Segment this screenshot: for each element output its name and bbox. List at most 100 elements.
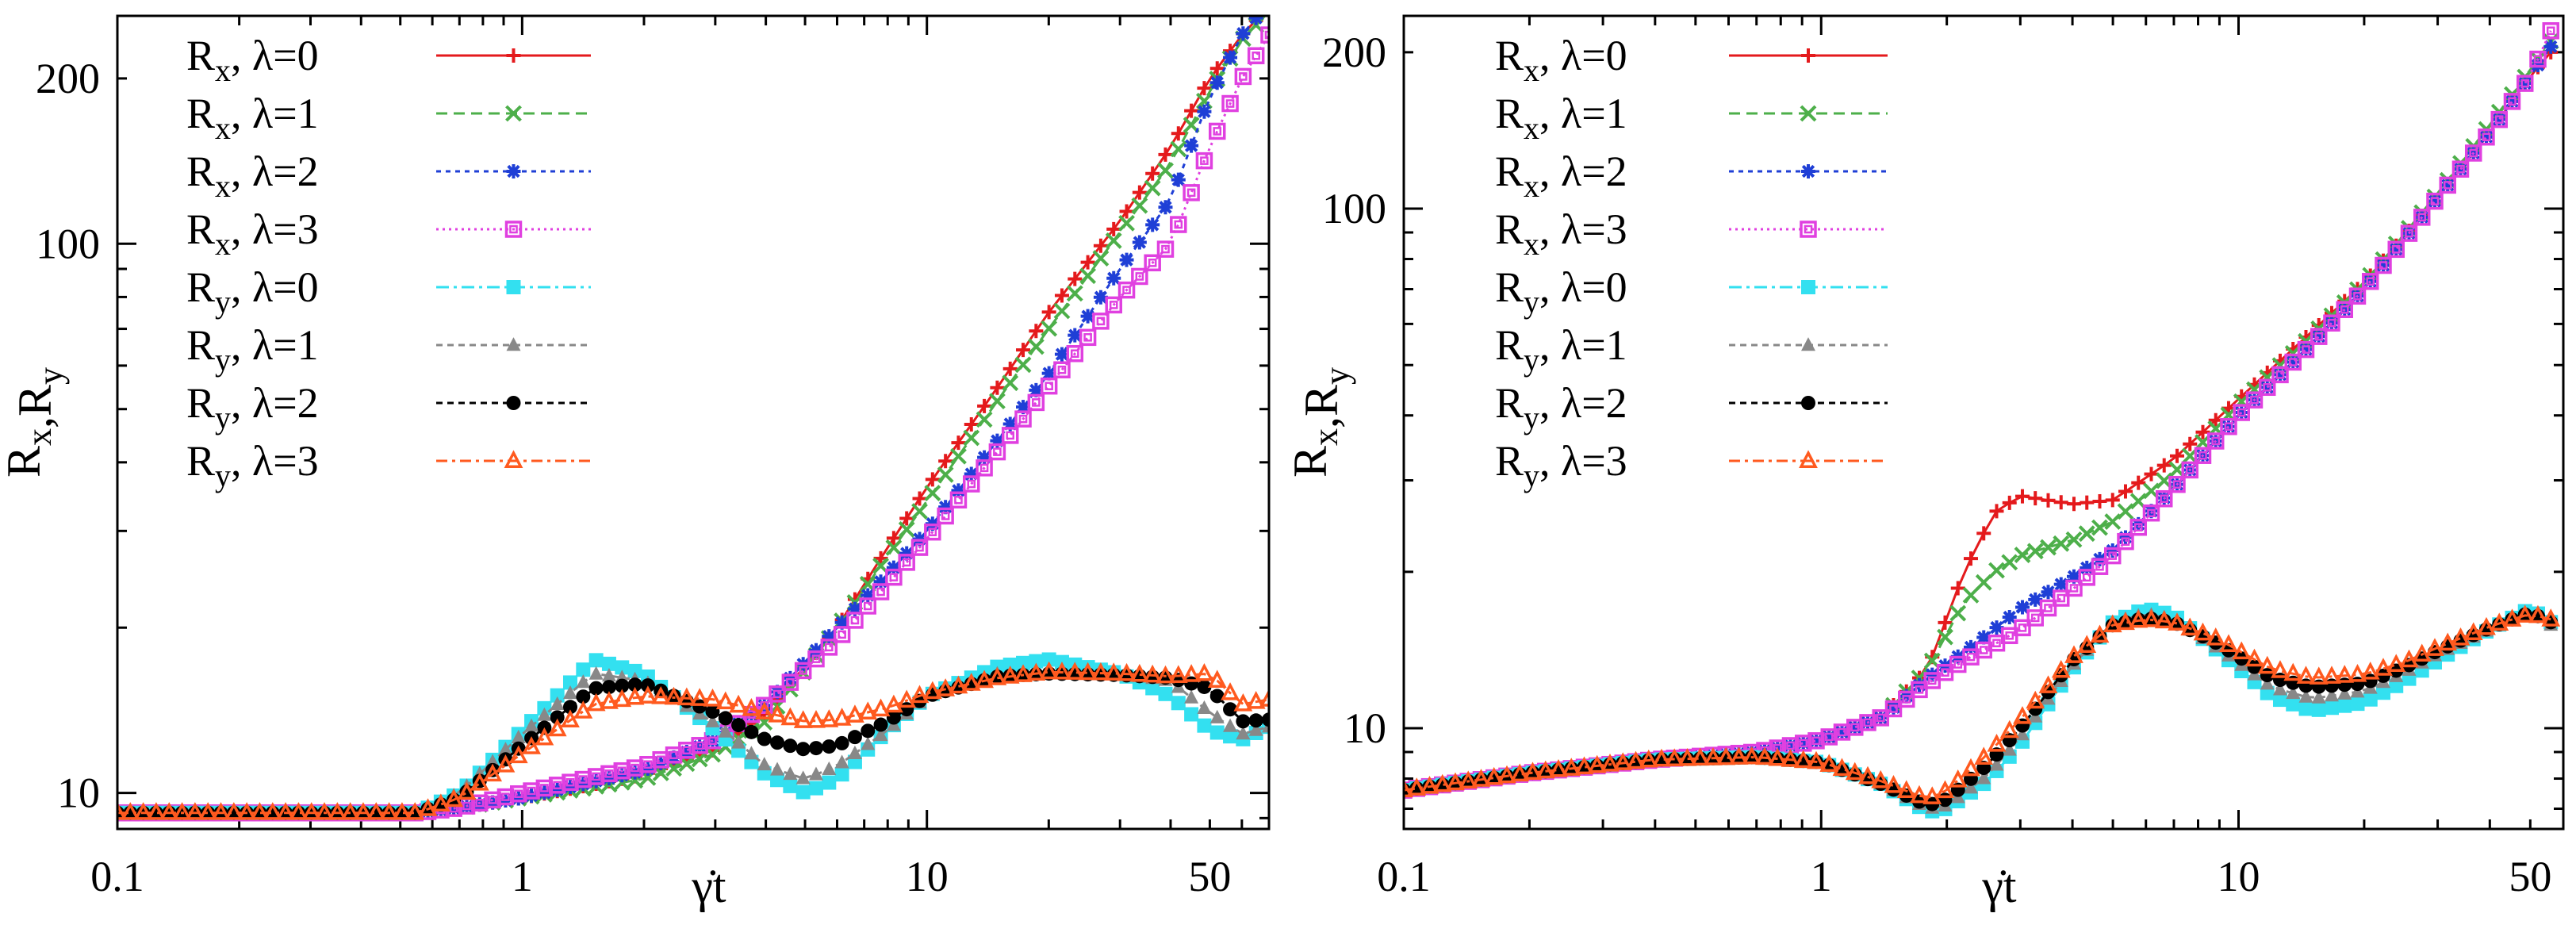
data-point <box>2026 690 2045 709</box>
data-point <box>2040 539 2057 556</box>
data-point <box>2091 519 2108 536</box>
data-point-inner <box>682 746 692 755</box>
series-8 <box>117 661 1269 820</box>
data-point-inner <box>669 750 678 760</box>
data-point <box>819 709 839 727</box>
data-point <box>550 696 565 710</box>
data-point <box>1886 700 1901 715</box>
data-point <box>2233 404 2250 421</box>
data-point <box>1236 26 1251 41</box>
data-point-inner <box>2018 623 2027 632</box>
data-point <box>172 802 192 820</box>
data-point <box>963 475 980 493</box>
data-point <box>834 767 849 782</box>
x-ticks <box>116 16 1271 829</box>
data-point <box>2438 632 2458 651</box>
data-point <box>588 681 604 696</box>
legend-marker <box>504 450 523 468</box>
data-point <box>250 802 270 820</box>
data-point <box>1807 750 1826 769</box>
data-point <box>1195 152 1213 170</box>
data-point <box>537 707 552 721</box>
data-point <box>795 785 811 800</box>
data-point <box>951 483 966 498</box>
data-point <box>1209 61 1225 76</box>
data-point <box>627 663 642 678</box>
data-point <box>1884 700 1903 718</box>
data-point <box>2118 484 2133 499</box>
data-point <box>861 588 876 603</box>
data-point <box>1459 770 1478 788</box>
data-point <box>793 710 813 728</box>
data-point <box>1858 765 1877 785</box>
data-point <box>2116 612 2135 631</box>
data-point <box>2389 242 2404 257</box>
data-point <box>2298 701 2313 716</box>
data-point-inner <box>2469 148 2478 158</box>
data-point <box>847 745 862 759</box>
data-point-inner <box>993 447 1002 456</box>
data-point <box>1143 664 1163 683</box>
data-point <box>2271 366 2289 384</box>
data-point <box>289 802 309 820</box>
data-point <box>1859 714 1876 731</box>
data-point <box>1948 769 1968 788</box>
legend-marker <box>1801 48 1815 63</box>
data-point <box>2375 258 2390 273</box>
data-point <box>2439 176 2456 194</box>
data-point <box>2168 475 2186 493</box>
legend-marker <box>1801 396 1815 410</box>
data-point <box>990 670 1005 685</box>
data-point <box>1262 0 1276 14</box>
data-point <box>976 459 993 477</box>
data-point-inner <box>708 736 717 746</box>
data-point-inner <box>811 654 821 663</box>
data-point <box>522 736 541 754</box>
data-point <box>1068 328 1083 343</box>
data-point <box>2413 209 2431 226</box>
data-point <box>2247 659 2262 674</box>
data-point <box>1079 267 1097 285</box>
data-point <box>2013 706 2032 724</box>
data-point <box>159 802 179 820</box>
data-point <box>2492 112 2507 127</box>
data-point-inner <box>1122 286 1131 294</box>
data-point-inner <box>863 601 872 611</box>
data-point-inner <box>1799 739 1808 748</box>
data-point <box>1652 748 1671 767</box>
data-point <box>2426 192 2444 210</box>
legend-marker <box>506 164 521 178</box>
legend-sub: y <box>1524 458 1539 493</box>
data-point <box>1949 604 1967 622</box>
x-tick-label: 10 <box>2217 853 2260 900</box>
data-point <box>563 685 578 700</box>
data-point <box>1963 551 1978 566</box>
legend-sub: y <box>215 342 231 378</box>
data-point <box>2463 622 2483 641</box>
data-point <box>2080 560 2095 575</box>
data-point <box>472 797 487 812</box>
data-point <box>2515 604 2535 623</box>
data-point <box>2517 76 2532 91</box>
data-point <box>198 802 218 820</box>
data-point-inner <box>2082 573 2091 582</box>
data-point <box>1129 663 1149 682</box>
data-point <box>822 761 837 775</box>
data-point <box>1052 661 1071 680</box>
data-point-inner <box>2172 480 2182 489</box>
data-point <box>2117 503 2134 520</box>
data-point <box>2065 579 2083 597</box>
legend-entry-label: Rx, λ=1 <box>1495 90 1627 146</box>
legend-q: R <box>1495 205 1524 253</box>
data-point <box>1079 328 1097 347</box>
data-point <box>2324 316 2339 331</box>
legend-sub: y <box>215 458 231 493</box>
data-point <box>2387 240 2405 259</box>
x-tick-label: 1 <box>1811 853 1832 900</box>
data-point <box>1054 288 1069 303</box>
legend-lambda: , λ=1 <box>1539 321 1627 369</box>
data-point <box>601 656 616 671</box>
data-point <box>898 554 915 571</box>
legend-sub: y <box>1524 342 1539 378</box>
data-point <box>1093 238 1108 253</box>
